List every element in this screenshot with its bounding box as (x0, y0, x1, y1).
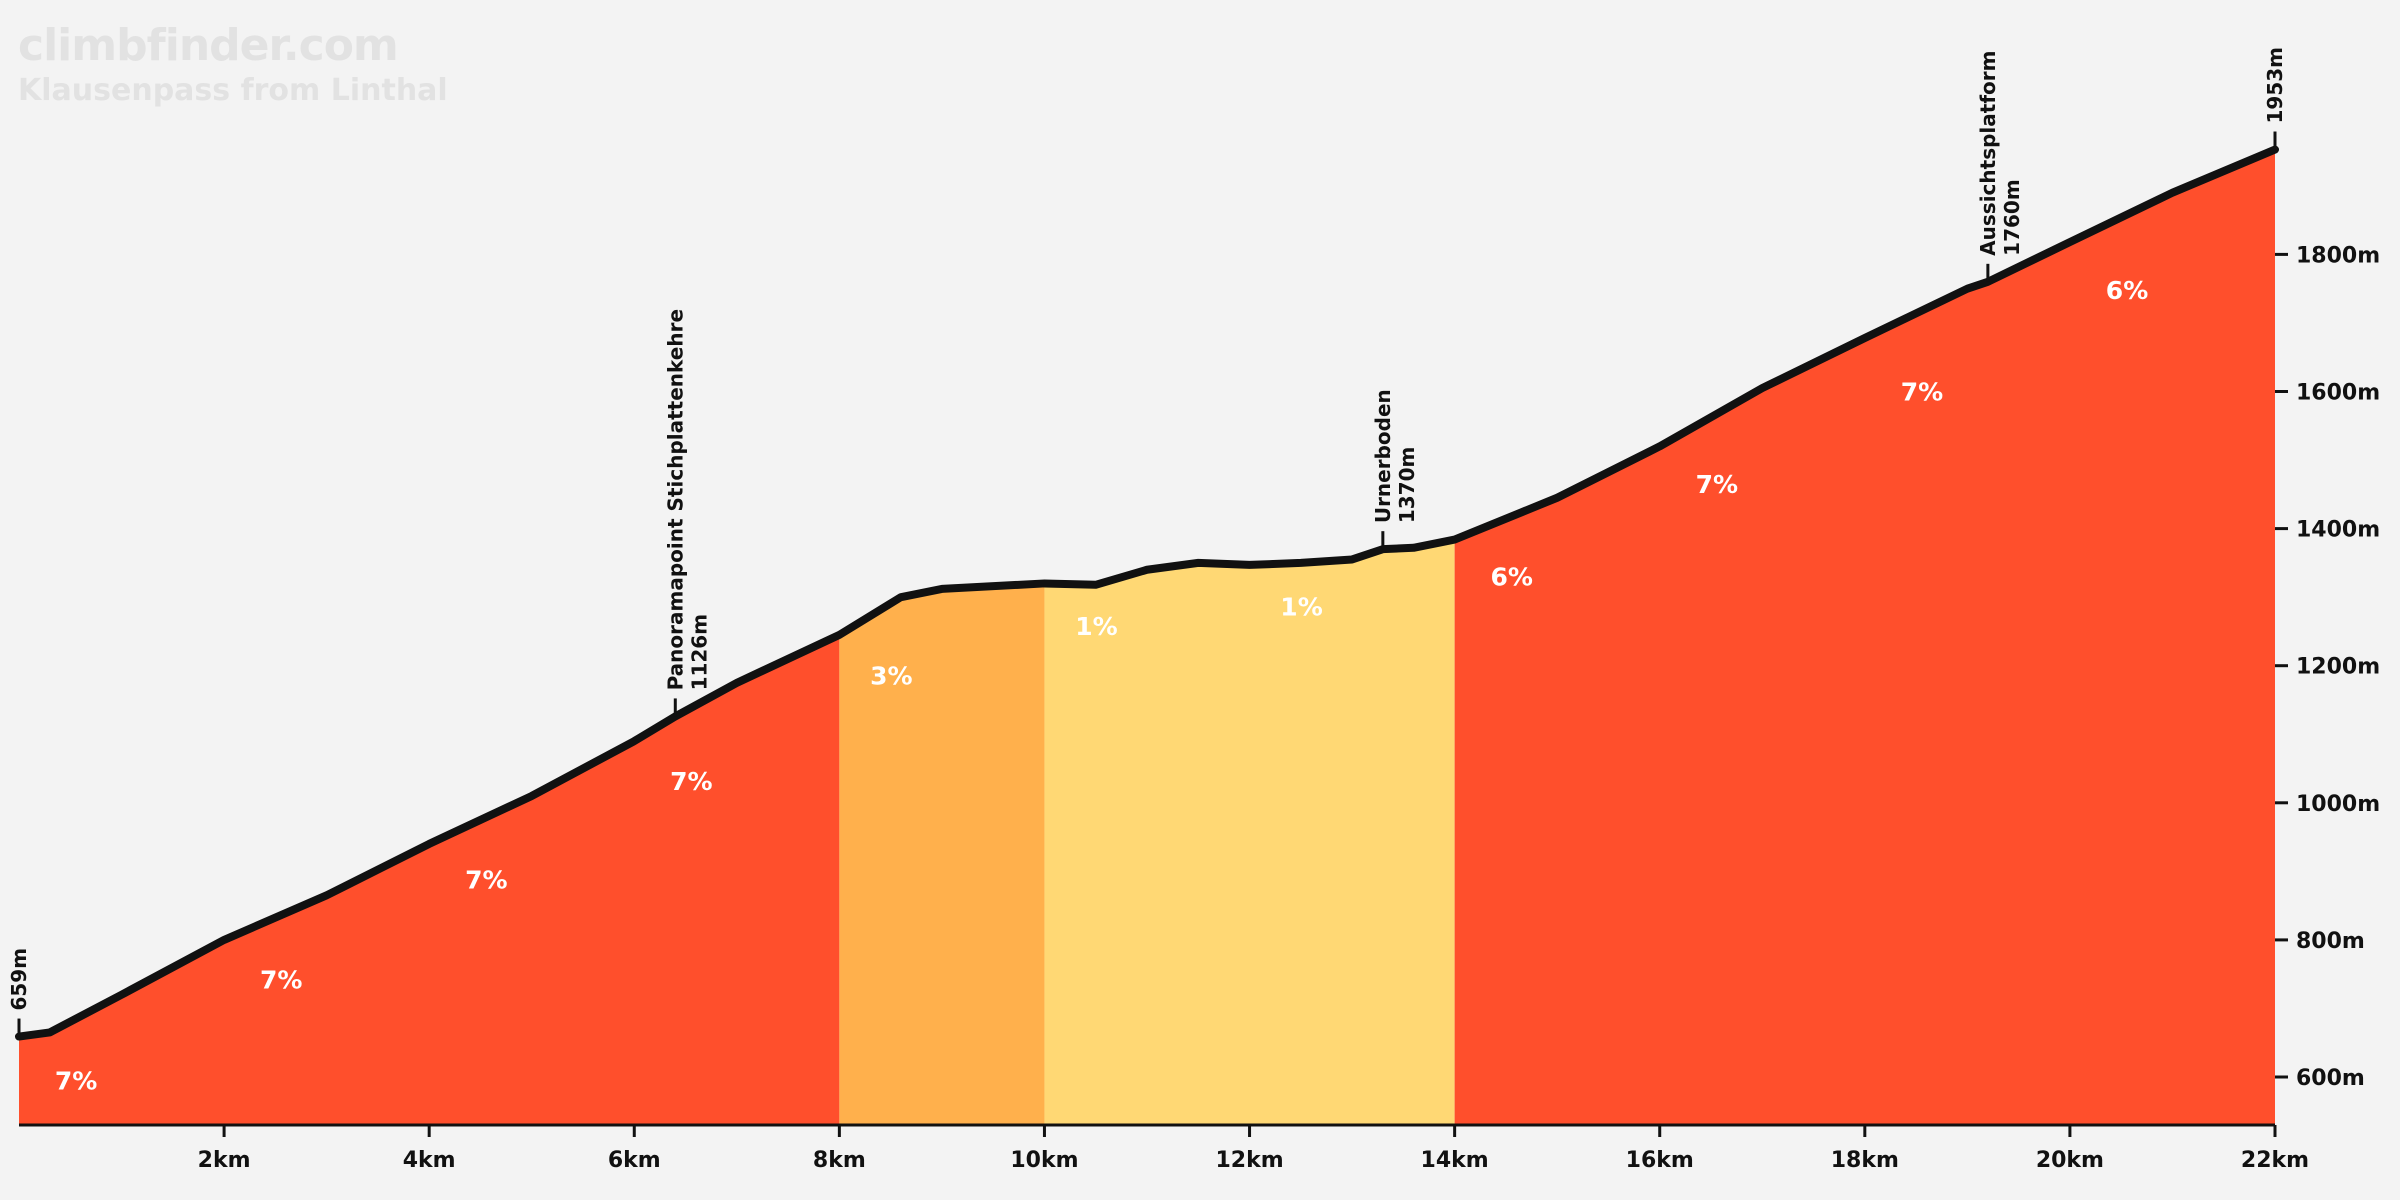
grade-segment-1 (19, 634, 840, 1125)
y-tick-label: 600m (2296, 1066, 2365, 1091)
grade-label: 7% (55, 1066, 97, 1095)
waypoint-elevation: 1126m (687, 614, 711, 691)
elevation-profile-line (15, 145, 2279, 1041)
y-tick-label: 1200m (2296, 655, 2380, 680)
grade-segment-4 (1454, 149, 2275, 1125)
y-tick-label: 1000m (2296, 792, 2380, 817)
x-tick-label: 10km (1010, 1148, 1078, 1173)
grade-label: 7% (670, 767, 712, 796)
x-tick-label: 8km (813, 1148, 866, 1173)
waypoint-name: Urnerboden (1371, 389, 1395, 523)
endpoint-elevation: 659m (7, 948, 31, 1011)
grade-label: 6% (2106, 276, 2148, 305)
grade-segment-3 (1044, 539, 1455, 1125)
grade-label: 6% (1491, 563, 1533, 592)
waypoint-name: Aussichtsplatform (1976, 51, 2000, 256)
climb-title: Klausenpass from Linthal (18, 73, 448, 108)
grade-label: 1% (1280, 593, 1322, 622)
x-tick-label: 4km (403, 1148, 456, 1173)
grade-label: 7% (1901, 378, 1943, 407)
grade-label: 7% (260, 966, 302, 995)
y-tick-label: 1600m (2296, 381, 2380, 406)
waypoint-name: Panoramapoint Stichplattenkehre (663, 309, 687, 690)
x-tick-label: 16km (1626, 1148, 1694, 1173)
endpoint-elevation: 1953m (2263, 47, 2287, 124)
grade-label: 7% (465, 866, 507, 895)
x-tick-label: 14km (1421, 1148, 1489, 1173)
waypoint-elevation: 1760m (2000, 179, 2024, 256)
x-tick-label: 18km (1831, 1148, 1899, 1173)
grade-segment-2 (839, 583, 1045, 1125)
x-tick-label: 6km (608, 1148, 661, 1173)
x-tick-label: 2km (198, 1148, 251, 1173)
x-tick-label: 12km (1215, 1148, 1283, 1173)
grade-label: 3% (870, 661, 912, 690)
waypoint-elevation: 1370m (1395, 447, 1419, 524)
site-name: climbfinder.com (18, 20, 399, 71)
y-tick-label: 1800m (2296, 243, 2380, 268)
grade-label: 1% (1075, 612, 1117, 641)
y-tick-label: 1400m (2296, 518, 2380, 543)
grade-label: 7% (1696, 470, 1738, 499)
y-tick-label: 800m (2296, 929, 2365, 954)
x-tick-label: 20km (2036, 1148, 2104, 1173)
brand-watermark: climbfinder.com Klausenpass from Linthal (18, 20, 448, 108)
x-tick-label: 22km (2241, 1148, 2309, 1173)
